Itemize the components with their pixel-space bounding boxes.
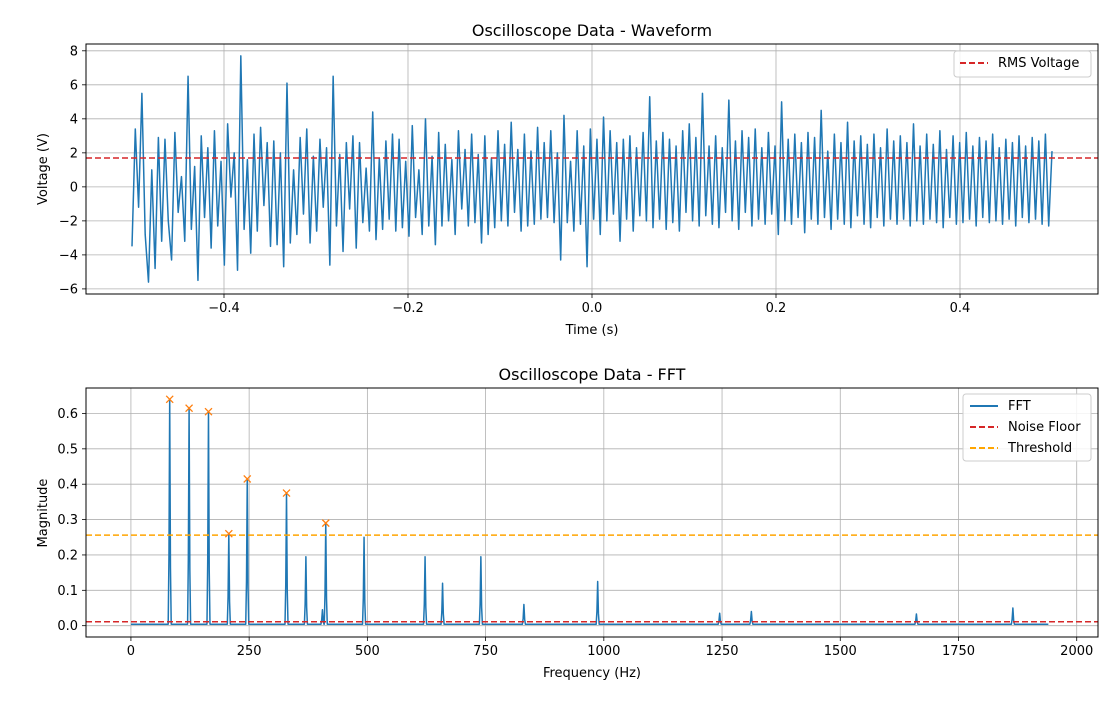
fft-ytick-label: 0.5 <box>57 442 78 457</box>
waveform-axes-frame <box>85 43 1099 295</box>
fft-ytick-label: 0.3 <box>57 513 78 528</box>
fft-xtick-label: 1750 <box>942 644 975 659</box>
fft-xtick-label: 1250 <box>705 644 738 659</box>
fft-title: Oscilloscope Data - FFT <box>499 365 686 384</box>
fft-panel: Oscilloscope Data - FFT Frequency (Hz) M… <box>36 365 1099 681</box>
fft-ylabel: Magnitude <box>36 479 51 548</box>
peak-marker <box>282 489 291 498</box>
fft-legend: FFT Noise Floor Threshold <box>962 393 1092 462</box>
waveform-ytick-label: 0 <box>70 180 78 195</box>
fft-ytick-label: 0.2 <box>57 548 78 563</box>
peak-marker <box>321 519 330 528</box>
fft-ytick-label: 0.6 <box>57 407 78 422</box>
legend-threshold-label: Threshold <box>1007 441 1072 456</box>
waveform-title: Oscilloscope Data - Waveform <box>472 21 712 40</box>
fft-axes-frame <box>85 387 1099 638</box>
peak-marker <box>224 529 233 538</box>
fft-series <box>86 395 1098 626</box>
waveform-ticks: −0.4 −0.2 0.0 0.2 0.4 −6 −4 −2 0 2 4 6 8 <box>59 44 971 316</box>
waveform-line <box>131 55 1053 283</box>
waveform-xtick-label: 0.2 <box>766 301 787 316</box>
waveform-ylabel: Voltage (V) <box>36 133 51 205</box>
waveform-ytick-label: −2 <box>59 214 78 229</box>
waveform-ytick-label: −6 <box>59 282 78 297</box>
fft-line <box>130 398 1049 626</box>
fft-legend-box <box>962 393 1092 462</box>
waveform-xlabel: Time (s) <box>565 323 619 338</box>
legend-rms-label: RMS Voltage <box>998 56 1079 71</box>
fft-xtick-label: 0 <box>127 644 135 659</box>
legend-noise-label: Noise Floor <box>1008 420 1081 435</box>
fft-xtick-label: 1000 <box>587 644 620 659</box>
fft-ytick-label: 0.4 <box>57 478 78 493</box>
waveform-xtick-label: 0.4 <box>950 301 971 316</box>
waveform-ytick-label: 6 <box>70 78 78 93</box>
fft-xtick-label: 250 <box>237 644 262 659</box>
waveform-ytick-label: 2 <box>70 146 78 161</box>
fft-ytick-label: 0.0 <box>57 619 78 634</box>
waveform-ytick-label: 8 <box>70 44 78 59</box>
waveform-xtick-label: −0.4 <box>208 301 240 316</box>
peak-marker <box>204 407 213 416</box>
fft-xtick-label: 500 <box>355 644 380 659</box>
peak-marker <box>185 404 194 413</box>
waveform-ytick-label: −4 <box>59 248 78 263</box>
waveform-xtick-label: −0.2 <box>392 301 424 316</box>
waveform-legend-box <box>953 50 1092 78</box>
waveform-ytick-label: 4 <box>70 112 78 127</box>
fft-xtick-label: 1500 <box>824 644 857 659</box>
peak-marker <box>165 395 174 404</box>
fft-xtick-label: 2000 <box>1060 644 1093 659</box>
peak-marker <box>243 474 252 483</box>
fft-ytick-label: 0.1 <box>57 584 78 599</box>
fft-grid <box>86 388 1098 637</box>
fft-xlabel: Frequency (Hz) <box>543 666 641 681</box>
legend-fft-label: FFT <box>1008 399 1031 414</box>
fft-ticks: 0 250 500 750 1000 1250 1500 1750 2000 0.0 0.1 0.2 0… <box>57 407 1093 659</box>
waveform-panel: Oscilloscope Data - Waveform Time (s) Vo… <box>36 21 1099 338</box>
waveform-xtick-label: 0.0 <box>582 301 603 316</box>
fft-xtick-label: 750 <box>473 644 498 659</box>
waveform-legend: RMS Voltage <box>953 50 1092 78</box>
waveform-series <box>86 55 1098 283</box>
